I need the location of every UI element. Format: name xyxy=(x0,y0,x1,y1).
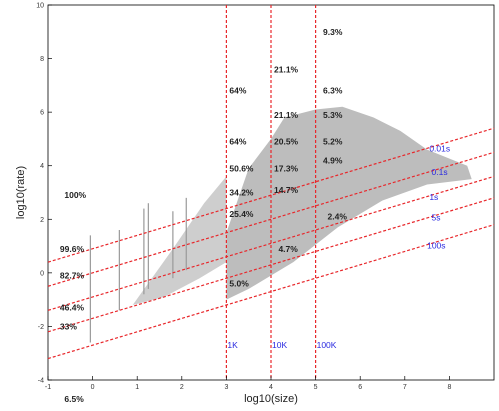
duration-line-label: 0.01s xyxy=(429,144,450,154)
percentage-label: 20.5% xyxy=(274,137,299,147)
percentage-label: 5.3% xyxy=(323,110,343,120)
y-tick-label: 2 xyxy=(40,217,44,224)
percentage-label: 6.3% xyxy=(323,86,343,96)
percentage-label: 64% xyxy=(229,137,246,147)
y-tick-label: -4 xyxy=(38,378,44,385)
x-tick-label: 4 xyxy=(269,384,273,391)
size-line-label: 10K xyxy=(272,340,287,350)
y-tick-label: 10 xyxy=(36,3,44,10)
x-tick-label: 1 xyxy=(135,384,139,391)
percentage-label: 64% xyxy=(229,86,246,96)
x-axis-title: log10(size) xyxy=(244,393,298,405)
percentage-label: 21.1% xyxy=(274,110,299,120)
percentage-label: 5.2% xyxy=(323,137,343,147)
y-tick-label: 4 xyxy=(40,163,44,170)
duration-line-100s xyxy=(47,224,495,360)
y-tick-label: 8 xyxy=(40,56,44,63)
percentage-label: 9.3% xyxy=(323,27,343,37)
duration-line-label: 5s xyxy=(432,213,441,223)
y-tick-label: -2 xyxy=(38,324,44,331)
duration-line-label: 100s xyxy=(427,241,445,251)
axis-ticks: -1 0 1 2 3 4 5 6 7 8 -4 -2 0 2 4 6 8 10 xyxy=(36,3,451,392)
x-tick-label: 0 xyxy=(91,384,95,391)
percentage-label: 4.7% xyxy=(278,244,298,254)
duration-line-1s xyxy=(47,175,495,311)
point-cloud-tail xyxy=(132,176,227,305)
percentage-label: 100% xyxy=(64,190,86,200)
duration-line-0.01s xyxy=(47,127,495,263)
duration-line-label: 0.1s xyxy=(432,167,448,177)
percentage-annotations: 9.3% 21.1% 64% 6.3% 21.1% 5.3% 64% 20.5% 5.2% 50.… xyxy=(60,27,347,404)
percentage-label: 4.9% xyxy=(323,155,343,165)
size-line-label: 1K xyxy=(227,340,238,350)
reference-lines: 1K 10K 100K 0.01s 0.1s 1s 5s 100s xyxy=(47,5,495,380)
duration-line-5s xyxy=(47,197,495,333)
plot-area: 1K 10K 100K 0.01s 0.1s 1s 5s 100s 9.3% 21.1% 64% 6… xyxy=(47,4,495,404)
y-tick-label: 0 xyxy=(40,270,44,277)
percentage-label: 14.7% xyxy=(274,185,299,195)
duration-line-0.1s xyxy=(47,151,495,287)
point-cloud xyxy=(89,106,472,343)
percentage-label: 33% xyxy=(60,321,77,331)
x-tick-label: 8 xyxy=(447,384,451,391)
percentage-label: 99.6% xyxy=(60,244,85,254)
x-tick-label: 5 xyxy=(314,384,318,391)
y-axis-title: log10(rate) xyxy=(15,166,27,219)
percentage-label: 6.5% xyxy=(64,394,84,404)
x-tick-label: 2 xyxy=(180,384,184,391)
percentage-label: 2.4% xyxy=(328,212,348,222)
x-tick-label: 7 xyxy=(403,384,407,391)
percentage-label: 46.4% xyxy=(60,303,85,313)
size-line-label: 100K xyxy=(317,340,337,350)
percentage-label: 5.0% xyxy=(229,279,249,289)
x-tick-label: 3 xyxy=(224,384,228,391)
x-tick-label: -1 xyxy=(45,384,51,391)
duration-line-label: 1s xyxy=(429,192,438,202)
x-tick-label: 6 xyxy=(358,384,362,391)
percentage-label: 21.1% xyxy=(274,64,299,74)
percentage-label: 25.4% xyxy=(229,209,254,219)
percentage-label: 82.7% xyxy=(60,271,85,281)
percentage-label: 34.2% xyxy=(229,188,254,198)
y-tick-label: 6 xyxy=(40,110,44,117)
point-cloud-main xyxy=(226,106,472,300)
percentage-label: 50.6% xyxy=(229,163,254,173)
percentage-label: 17.3% xyxy=(274,163,299,173)
